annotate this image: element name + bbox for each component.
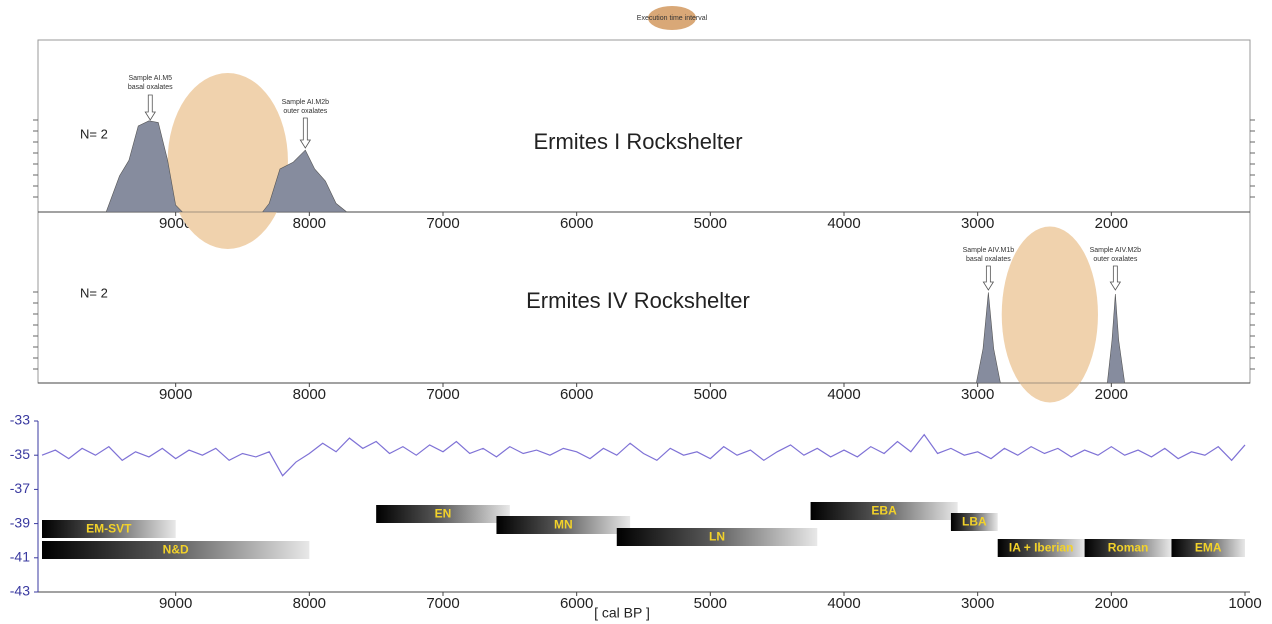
x-axis-label: [ cal BP ] — [594, 605, 650, 621]
x-tick-label: 8000 — [293, 595, 326, 612]
period-label: Roman — [1108, 541, 1149, 555]
x-tick-label: 9000 — [159, 595, 192, 612]
x-tick-label: 5000 — [694, 215, 727, 232]
annotation: outer oxalates — [283, 108, 327, 115]
density — [975, 292, 1126, 384]
period-label: N&D — [163, 543, 189, 557]
annotation: outer oxalates — [1093, 256, 1137, 263]
x-tick-label: 3000 — [961, 386, 994, 403]
period-label: EBA — [871, 504, 897, 518]
annotation: Sample AI.M5 — [128, 75, 172, 82]
period-bar — [1171, 539, 1245, 557]
period-bar — [810, 502, 958, 520]
period-bar — [616, 528, 818, 546]
n-label: N= 2 — [80, 126, 108, 141]
annotation: basal oxalates — [128, 84, 173, 91]
period-bar — [376, 505, 510, 523]
period-bar — [496, 516, 631, 534]
density — [105, 120, 348, 213]
x-tick-label: 6000 — [560, 215, 593, 232]
period-label: EN — [435, 507, 452, 521]
x-tick-label: 4000 — [827, 215, 860, 232]
period-label: LBA — [962, 515, 987, 529]
x-tick-label: 2000 — [1095, 595, 1128, 612]
x-tick-label: 8000 — [293, 215, 326, 232]
x-tick-label: 3000 — [961, 215, 994, 232]
legend-swatch — [648, 6, 696, 30]
x-tick-label: 4000 — [827, 386, 860, 403]
legend-label: Execution time interval — [637, 15, 708, 22]
period-label: IA + Iberian — [1009, 541, 1074, 555]
annotation: Sample AIV.M1b — [963, 247, 1015, 254]
panel-title: Ermites IV Rockshelter — [526, 288, 750, 313]
y-tick-label: -35 — [10, 446, 30, 462]
x-tick-label: 6000 — [560, 386, 593, 403]
period-label: MN — [554, 518, 573, 532]
n-label: N= 2 — [80, 285, 108, 300]
x-tick-label: 7000 — [426, 215, 459, 232]
execution-interval — [1001, 226, 1098, 403]
period-label: EM-SVT — [86, 522, 132, 536]
x-tick-label: 5000 — [694, 595, 727, 612]
panel-title: Ermites I Rockshelter — [533, 129, 742, 154]
x-tick-label: 2000 — [1095, 386, 1128, 403]
x-tick-label: 8000 — [293, 386, 326, 403]
x-tick-label: 3000 — [961, 595, 994, 612]
x-tick-label: 7000 — [426, 386, 459, 403]
execution-interval — [167, 73, 288, 249]
annotation-arrow — [982, 265, 995, 291]
period-bar — [997, 539, 1085, 557]
x-tick-label: 2000 — [1095, 215, 1128, 232]
period-label: LN — [709, 530, 725, 544]
y-tick-label: -37 — [10, 480, 30, 496]
annotation-arrow — [299, 117, 312, 149]
x-tick-label: 7000 — [426, 595, 459, 612]
x-tick-label: 1000 — [1228, 595, 1261, 612]
y-tick-label: -41 — [10, 549, 30, 565]
period-bar — [42, 520, 176, 538]
annotation: Sample AI.M2b — [282, 99, 330, 106]
isotope-line — [41, 433, 1246, 477]
y-tick-label: -33 — [10, 412, 30, 428]
x-tick-label: 4000 — [827, 595, 860, 612]
y-tick-label: -39 — [10, 514, 30, 530]
annotation-arrow — [1109, 265, 1122, 291]
y-tick-label: -43 — [10, 583, 30, 599]
period-bar — [1084, 539, 1172, 557]
period-label: EMA — [1195, 541, 1222, 555]
x-tick-label: 9000 — [159, 386, 192, 403]
annotation: Sample AIV.M2b — [1090, 247, 1142, 254]
period-bar — [42, 541, 310, 559]
x-tick-label: 6000 — [560, 595, 593, 612]
annotation: basal oxalates — [966, 256, 1011, 263]
annotation-arrow — [144, 94, 156, 121]
period-bar — [950, 513, 998, 531]
x-tick-label: 5000 — [694, 386, 727, 403]
